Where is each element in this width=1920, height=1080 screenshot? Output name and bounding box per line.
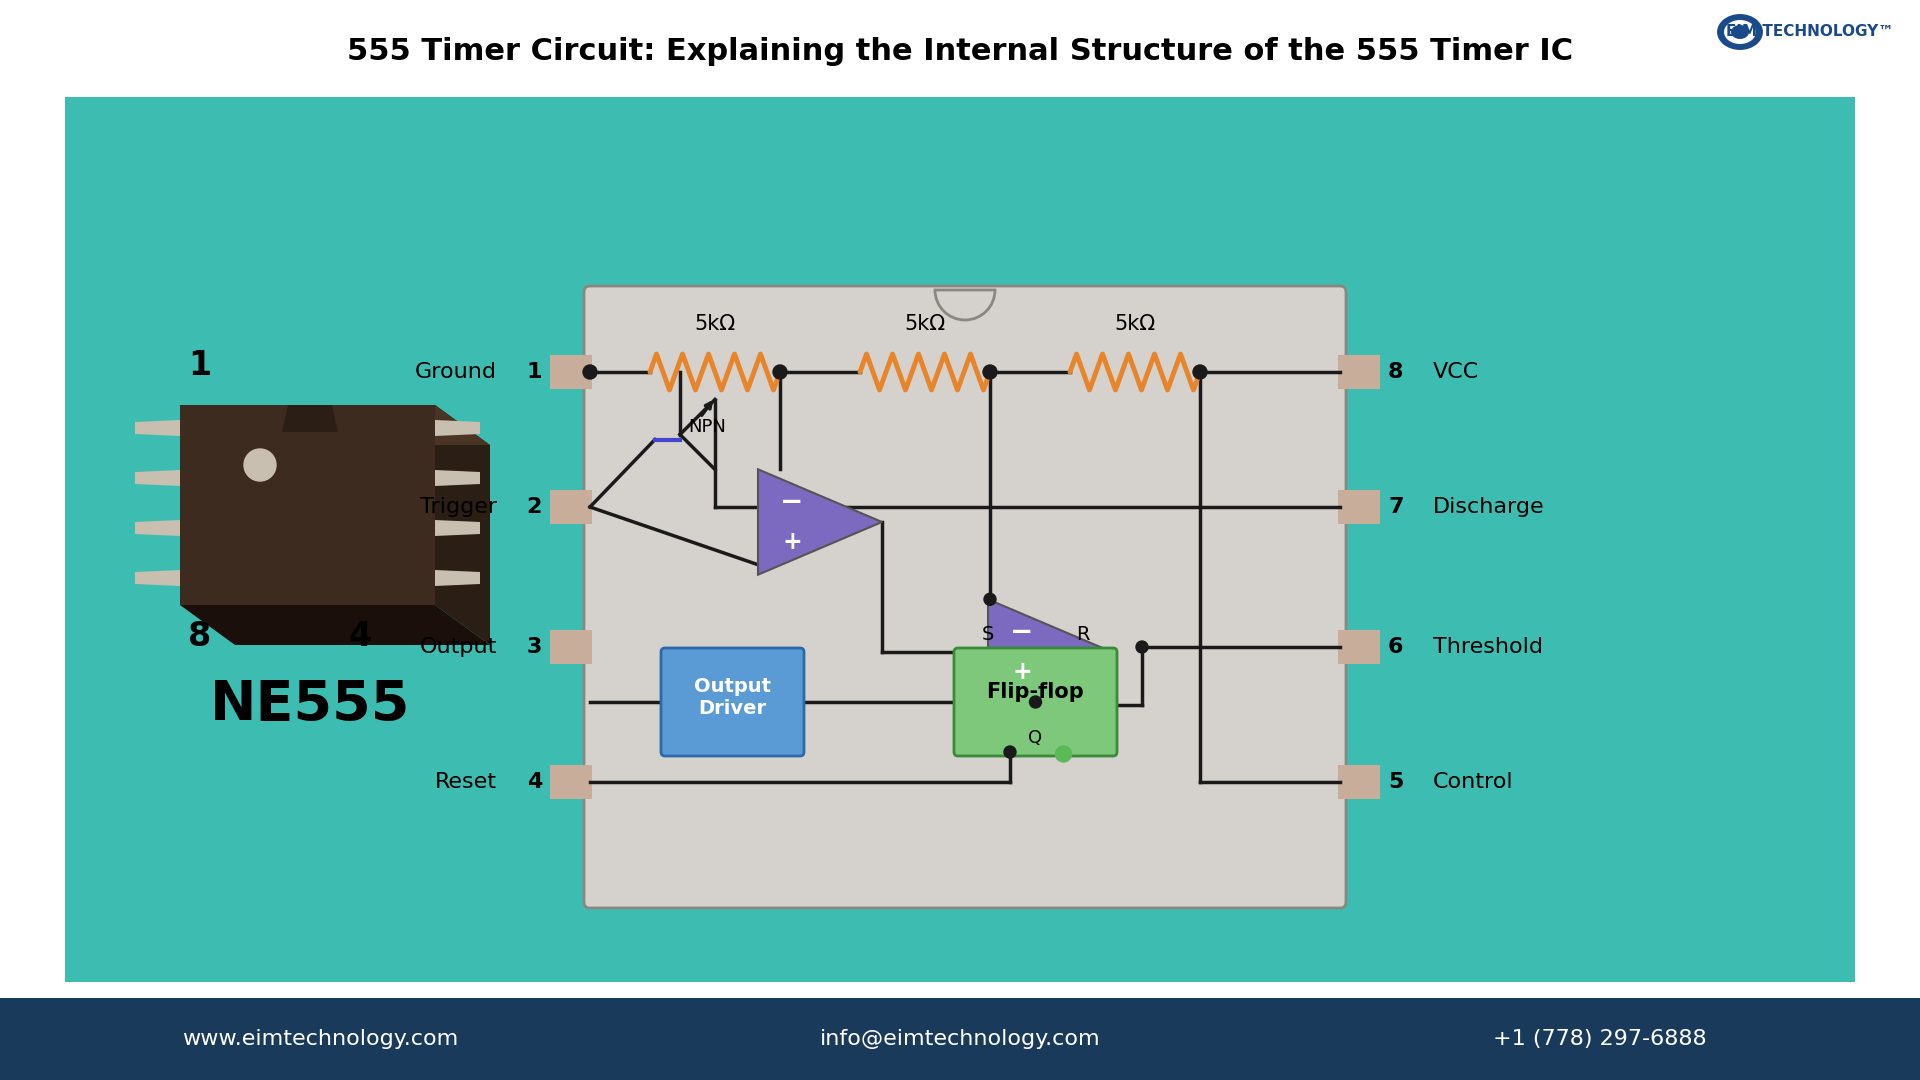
Text: Flip-flop: Flip-flop xyxy=(987,681,1085,702)
Text: +: + xyxy=(781,530,803,554)
Text: 7: 7 xyxy=(1388,497,1404,517)
Text: info@eimtechnology.com: info@eimtechnology.com xyxy=(820,1029,1100,1049)
Polygon shape xyxy=(282,405,338,432)
Circle shape xyxy=(1004,746,1016,758)
Text: 5: 5 xyxy=(1388,772,1404,792)
FancyBboxPatch shape xyxy=(954,648,1117,756)
FancyBboxPatch shape xyxy=(660,648,804,756)
Text: Discharge: Discharge xyxy=(1432,497,1544,517)
Text: 4: 4 xyxy=(348,620,372,653)
Text: 3: 3 xyxy=(526,637,541,657)
FancyBboxPatch shape xyxy=(65,97,1855,982)
Text: +: + xyxy=(1012,660,1031,684)
Text: VCC: VCC xyxy=(1432,362,1478,382)
Text: 6: 6 xyxy=(1388,637,1404,657)
FancyBboxPatch shape xyxy=(1338,490,1380,524)
Circle shape xyxy=(774,365,787,379)
Circle shape xyxy=(1192,365,1208,379)
Polygon shape xyxy=(180,405,490,445)
Text: 555 Timer Circuit: Explaining the Internal Structure of the 555 Timer IC: 555 Timer Circuit: Explaining the Intern… xyxy=(348,38,1572,67)
Polygon shape xyxy=(436,570,480,586)
Text: +1 (778) 297-6888: +1 (778) 297-6888 xyxy=(1494,1029,1707,1049)
Ellipse shape xyxy=(1724,21,1757,44)
Polygon shape xyxy=(436,470,480,486)
Circle shape xyxy=(983,593,996,605)
Text: 4: 4 xyxy=(526,772,541,792)
Text: 8: 8 xyxy=(1388,362,1404,382)
Polygon shape xyxy=(436,420,480,436)
Polygon shape xyxy=(180,605,490,645)
Wedge shape xyxy=(935,291,995,320)
Text: R: R xyxy=(1077,624,1091,644)
FancyBboxPatch shape xyxy=(0,998,1920,1080)
Text: Ground: Ground xyxy=(415,362,497,382)
FancyBboxPatch shape xyxy=(1338,765,1380,799)
Text: 5kΩ: 5kΩ xyxy=(904,314,945,334)
Polygon shape xyxy=(134,570,180,586)
Polygon shape xyxy=(758,470,881,575)
Circle shape xyxy=(1029,696,1041,708)
Text: S: S xyxy=(981,624,995,644)
Text: Control: Control xyxy=(1432,772,1513,792)
FancyBboxPatch shape xyxy=(549,765,591,799)
Text: Trigger: Trigger xyxy=(420,497,497,517)
Text: −: − xyxy=(780,488,804,516)
FancyBboxPatch shape xyxy=(549,490,591,524)
Ellipse shape xyxy=(1716,13,1764,51)
Text: Q: Q xyxy=(1029,729,1043,747)
Text: Reset: Reset xyxy=(436,772,497,792)
Polygon shape xyxy=(436,519,480,536)
Ellipse shape xyxy=(1732,25,1749,39)
Text: −: − xyxy=(1010,618,1033,646)
Text: 1: 1 xyxy=(526,362,541,382)
Text: Output
Driver: Output Driver xyxy=(693,676,772,717)
Text: 1: 1 xyxy=(188,349,211,382)
Text: Output: Output xyxy=(420,637,497,657)
Polygon shape xyxy=(134,470,180,486)
Polygon shape xyxy=(180,405,436,605)
Text: 5kΩ: 5kΩ xyxy=(1114,314,1156,334)
Text: 2: 2 xyxy=(526,497,541,517)
Polygon shape xyxy=(436,405,490,645)
FancyBboxPatch shape xyxy=(549,630,591,664)
Text: NE555: NE555 xyxy=(209,678,411,732)
FancyBboxPatch shape xyxy=(549,355,591,389)
FancyBboxPatch shape xyxy=(1338,630,1380,664)
Polygon shape xyxy=(134,519,180,536)
Text: 8: 8 xyxy=(188,620,211,653)
Circle shape xyxy=(983,365,996,379)
Circle shape xyxy=(1056,746,1071,762)
Circle shape xyxy=(244,449,276,481)
Circle shape xyxy=(584,365,597,379)
Polygon shape xyxy=(989,599,1112,704)
Text: NPN: NPN xyxy=(687,418,726,436)
Circle shape xyxy=(1137,642,1148,653)
Text: Threshold: Threshold xyxy=(1432,637,1544,657)
Polygon shape xyxy=(134,420,180,436)
Text: EIM TECHNOLOGY™: EIM TECHNOLOGY™ xyxy=(1726,24,1893,39)
Text: 5kΩ: 5kΩ xyxy=(695,314,735,334)
FancyBboxPatch shape xyxy=(1338,355,1380,389)
Text: www.eimtechnology.com: www.eimtechnology.com xyxy=(182,1029,459,1049)
FancyBboxPatch shape xyxy=(584,286,1346,908)
